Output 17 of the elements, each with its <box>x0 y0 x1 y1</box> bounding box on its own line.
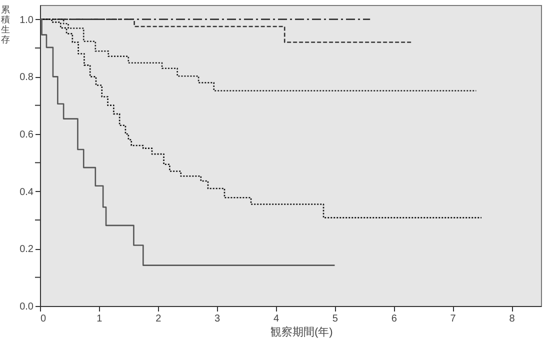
y-tick-label: 0.6 <box>20 130 34 140</box>
y-axis-title: 累積生存 <box>1 4 10 44</box>
x-tick-label: 0 <box>40 314 46 324</box>
x-tick-label: 6 <box>391 314 398 324</box>
x-tick-label: 7 <box>450 314 456 324</box>
x-tick-label: 4 <box>273 314 280 324</box>
x-tick-label: 5 <box>332 314 338 324</box>
x-tick-label: 8 <box>509 314 516 324</box>
x-tick-label: 3 <box>214 314 221 324</box>
y-tick-label: 0.0 <box>20 302 34 312</box>
x-axis-title: 観察期間(年) <box>270 326 333 338</box>
x-tick-label: 2 <box>156 314 162 324</box>
y-tick-label: 0.8 <box>20 72 34 84</box>
y-tick-label: 0.4 <box>20 186 34 198</box>
x-tick-label: 1 <box>96 314 103 324</box>
y-tick-label: 1.0 <box>20 14 34 26</box>
y-tick-label: 0.2 <box>20 244 34 256</box>
